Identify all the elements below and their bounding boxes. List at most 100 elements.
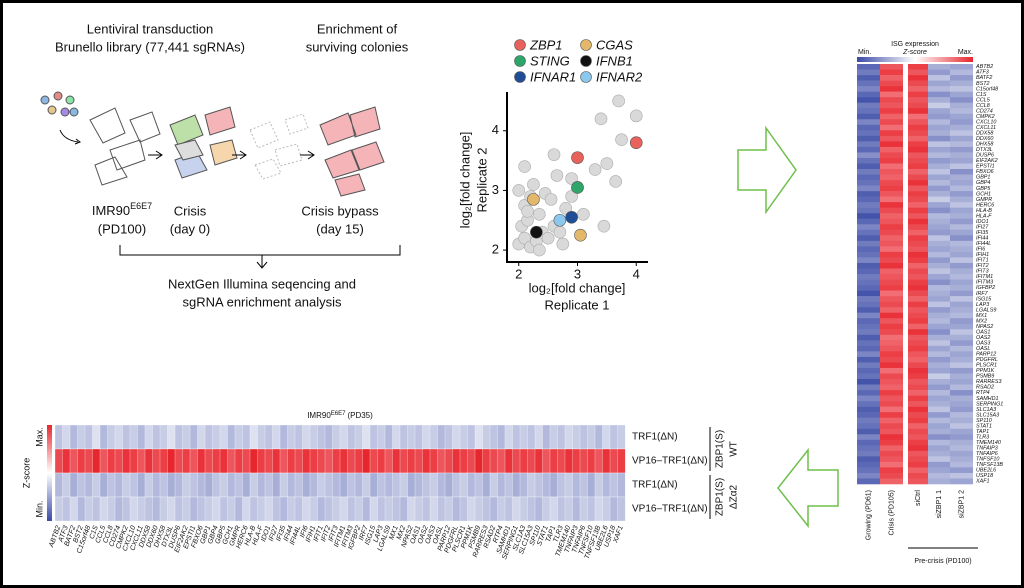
heatmap-cell [857, 340, 880, 347]
heatmap-cell [467, 472, 476, 498]
heatmap-cell [474, 496, 483, 522]
scatter-point [600, 157, 614, 170]
scatter-point [588, 163, 602, 176]
heatmap-cell [857, 141, 880, 148]
heatmap-cell [950, 218, 973, 225]
heatmap-cell [908, 450, 928, 457]
scatter-point [547, 148, 561, 161]
heatmap-cell [857, 113, 880, 120]
heatmap-cell [857, 157, 880, 164]
heatmap-cell [880, 69, 903, 76]
heatmap-cell [857, 285, 880, 291]
gene-label: RSAD2 [976, 385, 994, 391]
heatmap-cell [908, 257, 928, 264]
heatmap-cell [287, 448, 296, 474]
heatmap-cell [880, 75, 903, 81]
heatmap-cell [564, 472, 573, 498]
heatmap-cell [857, 268, 880, 275]
heatmap-cell [84, 424, 93, 450]
heatmap-cell [857, 367, 880, 374]
heatmap-cell [219, 496, 228, 522]
gene-label: MX1 [976, 313, 987, 319]
heatmap-cell [928, 152, 950, 159]
heatmap-cell [908, 356, 928, 363]
heatmap-cell [928, 141, 950, 148]
heatmap-cell [407, 472, 416, 498]
heatmap-cell [908, 97, 928, 103]
heatmap-cell [482, 496, 491, 522]
heatmap-cell [880, 251, 903, 258]
heatmap-cell [579, 448, 588, 474]
heatmap-cell [928, 362, 950, 369]
heatmap-cell [347, 424, 356, 450]
heatmap-cell [587, 448, 596, 474]
gene-label: IFITM1 [976, 274, 993, 280]
heatmap-cell [422, 448, 431, 474]
heatmap-cell [287, 424, 296, 450]
heatmap-cell [84, 472, 93, 498]
heatmap-cell [84, 496, 93, 522]
heatmap-cell [107, 472, 116, 498]
gene-label: TLR3 [976, 434, 989, 440]
heatmap-cell [950, 472, 973, 479]
heatmap-cell [950, 323, 973, 330]
heatmap-cell [857, 130, 880, 137]
heatmap-cell [950, 478, 973, 485]
heatmap-cell [54, 448, 63, 474]
heatmap-cell [928, 312, 950, 319]
heatmap-cell [369, 424, 378, 450]
heatmap-cell [332, 448, 341, 474]
heatmap-cell [908, 445, 928, 452]
gene-label: CCL8 [976, 103, 990, 109]
heatmap-cell [167, 424, 176, 450]
heatmap-cell [928, 472, 950, 479]
heatmap-cell [908, 102, 928, 109]
heatmap-cell [482, 424, 491, 450]
heatmap-cell [908, 157, 928, 164]
heatmap-cell [467, 496, 476, 522]
heatmap-cell [857, 428, 880, 435]
heatmap-cell [908, 180, 928, 186]
gene-label: TNFAIP6 [976, 451, 998, 457]
heatmap-cell [928, 450, 950, 457]
heatmap-cell [928, 124, 950, 131]
heatmap-cell [857, 345, 880, 352]
heatmap-cell [880, 450, 903, 457]
heatmap-cell [950, 362, 973, 369]
heatmap-cell [549, 496, 558, 522]
heatmap-cell [928, 213, 950, 220]
heatmap-cell [928, 456, 950, 463]
scatter-point [629, 136, 643, 150]
heatmap-cell [950, 268, 973, 275]
heatmap-cell [857, 390, 880, 396]
heatmap-cell [429, 472, 438, 498]
heatmap-cell [152, 448, 161, 474]
heatmap-cell [857, 301, 880, 308]
heatmap-cell [880, 417, 903, 424]
heatmap-cell [197, 496, 206, 522]
cell-label: IMR90E6E7 [92, 201, 152, 218]
heatmap-cell [542, 448, 551, 474]
gene-label: ABTB2 [975, 64, 993, 70]
heatmap-cell [928, 423, 950, 430]
scatter-point [550, 169, 564, 182]
scatter-point [612, 94, 625, 108]
heatmap-cell [354, 472, 363, 498]
heatmap-cell [950, 356, 973, 363]
cell-label: (PD100) [98, 221, 146, 236]
scatter-point [518, 160, 531, 173]
step-title: Enrichment of [317, 21, 398, 36]
heatmap-cell [279, 472, 288, 498]
scatter-point [553, 225, 567, 239]
heatmap-cell [302, 424, 311, 450]
heatmap-cell [908, 318, 928, 325]
heatmap-cell [444, 424, 453, 450]
scatter-point [574, 228, 587, 242]
heatmap-cell [928, 169, 950, 175]
heatmap-cell [908, 423, 928, 430]
analysis-label: sgRNA enrichment analysis [183, 294, 342, 309]
heatmap-cell [908, 373, 928, 380]
heatmap-cell [144, 496, 153, 522]
heatmap-cell [908, 235, 928, 242]
heatmap-cell [928, 390, 950, 396]
